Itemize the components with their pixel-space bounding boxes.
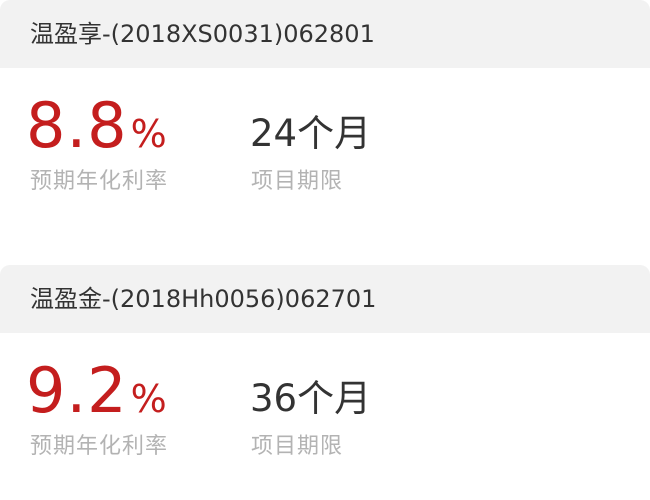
product-card-header: 温盈享-(2018XS0031)062801 [0,0,650,68]
project-term: 24个月 [250,112,372,155]
project-term-label: 项目期限 [251,434,344,459]
product-card[interactable]: 温盈享-(2018XS0031)062801 8.8% 预期年化利率 24个月 … [0,0,650,200]
expected-rate-unit: % [130,112,167,156]
project-term: 36个月 [250,377,372,420]
expected-rate-label: 预期年化利率 [30,434,169,459]
expected-rate-value: 8.8 [26,89,128,162]
expected-rate: 8.8% [26,93,167,175]
expected-rate-label: 预期年化利率 [30,169,169,194]
project-term-label: 项目期限 [251,169,344,194]
product-title: 温盈享-(2018XS0031)062801 [30,20,375,48]
expected-rate: 9.2% [26,358,167,440]
expected-rate-unit: % [130,377,167,421]
product-card[interactable]: 温盈金-(2018Hh0056)062701 9.2% 预期年化利率 36个月 … [0,265,650,465]
product-card-header: 温盈金-(2018Hh0056)062701 [0,265,650,333]
product-title: 温盈金-(2018Hh0056)062701 [30,285,377,313]
expected-rate-value: 9.2 [26,354,128,427]
